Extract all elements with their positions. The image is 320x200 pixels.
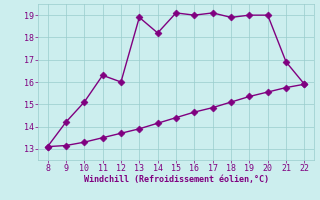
X-axis label: Windchill (Refroidissement éolien,°C): Windchill (Refroidissement éolien,°C) — [84, 175, 268, 184]
